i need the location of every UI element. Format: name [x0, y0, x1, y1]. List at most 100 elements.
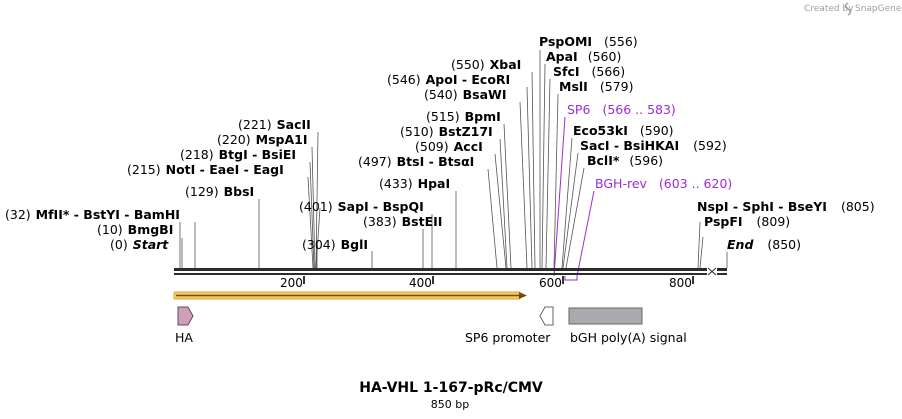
site-label-bsawi[interactable]: (540) BsaWI [424, 87, 506, 102]
svg-text:NspI - SphI - BseYI(805): NspI - SphI - BseYI (805) [697, 199, 875, 214]
site-connectors [179, 50, 728, 269]
svg-text:BclI*(596): BclI* (596) [587, 153, 663, 168]
svg-text:(215)NotI - EaeI - EagI: (215) NotI - EaeI - EagI [127, 162, 284, 177]
site-label-bcli[interactable]: BclI* (596) [587, 153, 663, 168]
tick-label-800: 800 [669, 276, 692, 290]
connector-msli [553, 93, 559, 269]
tick-label-600: 600 [539, 276, 562, 290]
svg-text:(32)MfII* - BstYI - BamHI: (32) MfII* - BstYI - BamHI [5, 207, 180, 222]
site-label-mspa1i[interactable]: (220) MspA1I [217, 132, 307, 147]
site-label-nspi[interactable]: NspI - SphI - BseYI (805) [697, 199, 875, 214]
svg-text:Eco53kI(590): Eco53kI (590) [573, 123, 674, 138]
connector-bcli [565, 167, 585, 269]
svg-text:(0)Start: (0) Start [110, 237, 169, 252]
site-label-bbsi[interactable]: (129) BbsI [185, 184, 254, 199]
snapgene-logo-icon [844, 2, 852, 16]
site-label-pspfi[interactable]: PspFI (809) [704, 214, 790, 229]
connector-saci [562, 152, 579, 269]
svg-text:(510)BstZ17I: (510) BstZ17I [400, 124, 493, 139]
site-label-mfii[interactable]: (32) MfII* - BstYI - BamHI [5, 207, 180, 222]
connector-bsawi [519, 101, 528, 269]
backbone-bottom-strand [174, 273, 727, 275]
site-label-btsi[interactable]: (497) BtsI - BtsαI [358, 154, 474, 169]
connector-nspi [697, 221, 701, 269]
site-label-saci[interactable]: SacI - BsiHKAI (592) [580, 138, 727, 153]
site-label-eco53ki[interactable]: Eco53kI (590) [573, 123, 674, 138]
connector-noti [307, 176, 314, 269]
svg-text:SP6(566 .. 583): SP6 (566 .. 583) [567, 102, 676, 117]
svg-text:(129)BbsI: (129) BbsI [185, 184, 254, 199]
star-glyph: * [613, 153, 620, 168]
credit-text: Created by [804, 4, 854, 14]
svg-text:MslI(579): MslI (579) [559, 79, 633, 94]
ruler: 200 400 600 800 [280, 276, 694, 290]
feature-ha[interactable] [177, 306, 194, 326]
svg-text:(515)BpmI: (515) BpmI [426, 109, 501, 124]
site-name: MfII [36, 207, 63, 222]
connector-bpmi [503, 123, 512, 269]
site-label-noti[interactable]: (215) NotI - EaeI - EagI [127, 162, 284, 177]
site-label-sfci[interactable]: SfcI (566) [553, 64, 625, 79]
connector-sfci [545, 78, 551, 269]
svg-text:PspOMI(556): PspOMI (556) [539, 34, 638, 49]
connector-mspa1i [311, 146, 316, 269]
connector-sacii [315, 131, 319, 269]
site-label-xbai[interactable]: (550) XbaI [451, 57, 521, 72]
svg-text:(509)AccI: (509) AccI [415, 139, 483, 154]
connector-bstz17i [499, 138, 508, 269]
feature-bgh-polya[interactable] [568, 307, 643, 325]
site-label-msli[interactable]: MslI (579) [559, 79, 633, 94]
backbone-top-strand [174, 268, 727, 271]
site-label-pspomi[interactable]: PspOMI (556) [539, 34, 638, 49]
site-label-sp6-primer[interactable]: SP6 (566 .. 583) [567, 102, 676, 117]
connector-apai [541, 63, 546, 269]
credit-brand: SnapGene [855, 4, 902, 14]
feature-sp6-promoter[interactable] [539, 306, 554, 326]
svg-text:PspFI(809): PspFI (809) [704, 214, 790, 229]
connector-xbai [531, 71, 536, 269]
svg-text:SfcI(566): SfcI (566) [553, 64, 625, 79]
site-label-acci[interactable]: (509) AccI [415, 139, 483, 154]
site-label-hpai[interactable]: (433) HpaI [379, 176, 450, 191]
site-label-start[interactable]: (0) Start [110, 237, 169, 252]
map-length: 850 bp [431, 398, 469, 411]
star-glyph: * [63, 207, 70, 222]
connector-ecori [526, 86, 533, 269]
site-label-sapi[interactable]: (401) SapI - BspQI [299, 199, 424, 214]
site-label-bpmi[interactable]: (515) BpmI [426, 109, 501, 124]
site-label-bgh-rev-primer[interactable]: BGH-rev (603 .. 620) [595, 176, 732, 191]
connector-sp6 [553, 116, 566, 277]
connector-eco53ki [561, 137, 573, 269]
site-label-btgi[interactable]: (218) BtgI - BsiEI [180, 147, 296, 162]
svg-text:(221)SacII: (221) SacII [238, 117, 311, 132]
site-label-bsteii[interactable]: (383) BstEII [363, 214, 442, 229]
svg-text:(433)HpaI: (433) HpaI [379, 176, 450, 191]
feature-label-sp6-promoter: SP6 promoter [465, 330, 551, 345]
site-label-apai[interactable]: ApaI (560) [546, 49, 621, 64]
connector-btgi [309, 161, 315, 269]
site-label-sacii[interactable]: (221) SacII [238, 117, 311, 132]
primer-connectors [553, 116, 595, 281]
svg-text:(497)BtsI - BtsαI: (497) BtsI - BtsαI [358, 154, 474, 169]
svg-text:(220)MspA1I: (220) MspA1I [217, 132, 307, 147]
connector-pspfi [699, 236, 704, 269]
site-label-bgli[interactable]: (304) BglI [302, 237, 368, 252]
break-icon [707, 267, 717, 276]
site-label-bmgbi[interactable]: (10) BmgBI [97, 222, 173, 237]
site-pos: (32) [5, 207, 31, 222]
svg-text:End(850): End (850) [727, 237, 801, 252]
svg-text:(10)BmgBI: (10) BmgBI [97, 222, 173, 237]
site-label-bstz17i[interactable]: (510) BstZ17I [400, 124, 493, 139]
site-label-apoi[interactable]: (546) ApoI - EcoRI [387, 72, 510, 87]
tick-label-200: 200 [280, 276, 303, 290]
feature-label-ha: HA [175, 330, 193, 345]
svg-text:BGH-rev(603 .. 620): BGH-rev (603 .. 620) [595, 176, 732, 191]
svg-text:(304)BglI: (304) BglI [302, 237, 368, 252]
orf-arrow[interactable] [173, 291, 527, 300]
site-extra: - BamHI [120, 207, 180, 222]
map-title: HA-VHL 1-167-pRc/CMV [359, 380, 543, 396]
site-label-end[interactable]: End (850) [727, 237, 801, 252]
site-extra: - BstYI [69, 207, 120, 222]
backbone [174, 267, 727, 276]
connector-bgh-rev [576, 190, 595, 277]
